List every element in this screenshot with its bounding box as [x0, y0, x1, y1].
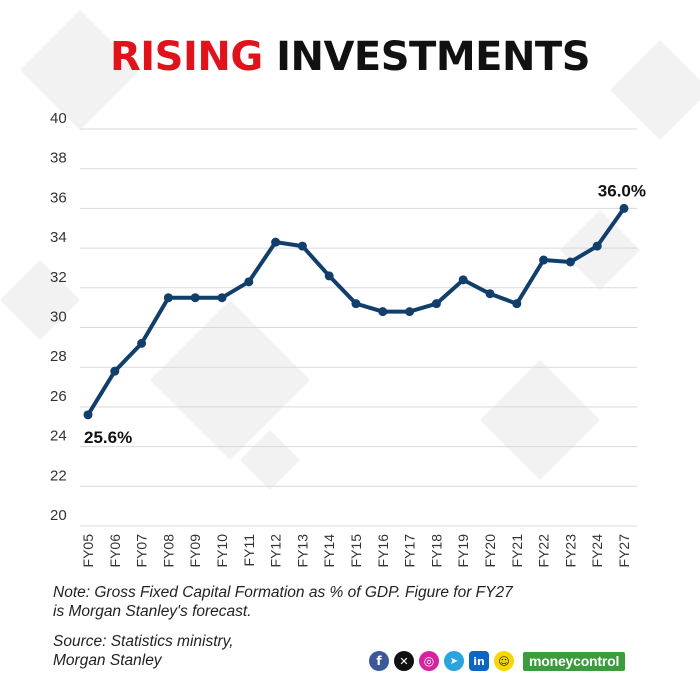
snapchat-icon[interactable]: ☺: [494, 651, 514, 671]
chart-title: RISING INVESTMENTS: [0, 34, 700, 80]
data-point: [271, 237, 281, 247]
y-tick-label: 22: [50, 467, 67, 484]
linkedin-icon[interactable]: in: [469, 651, 489, 671]
x-tick-label: FY11: [241, 534, 257, 567]
data-annotations: 25.6% 36.0%: [84, 181, 646, 446]
data-point: [378, 307, 388, 317]
telegram-icon[interactable]: ➤: [444, 651, 464, 671]
data-point: [190, 293, 200, 303]
y-tick-label: 34: [50, 229, 67, 246]
y-tick-label: 26: [50, 388, 67, 405]
x-tick-label: FY17: [402, 534, 418, 568]
data-label: 36.0%: [598, 181, 646, 200]
chart-note: Note: Gross Fixed Capital Formation as %…: [53, 583, 573, 621]
x-tick-label: FY27: [616, 534, 632, 568]
data-point: [351, 299, 361, 309]
data-point: [539, 255, 549, 265]
note-line-1: Note: Gross Fixed Capital Formation as %…: [53, 584, 513, 601]
brand-logo[interactable]: moneycontrol: [523, 651, 626, 671]
data-point: [324, 271, 334, 281]
title-accent: RISING: [109, 34, 263, 80]
x-tick-label: FY10: [214, 534, 230, 568]
data-point: [163, 293, 173, 303]
data-point: [458, 275, 468, 285]
x-axis-tick-labels: FY05 FY06 FY07 FY08 FY09 FY10 FY11 FY12 FY13 FY14…: [80, 534, 632, 568]
y-tick-label: 20: [50, 507, 67, 524]
data-point: [217, 293, 227, 303]
title-rest: INVESTMENTS: [276, 34, 591, 80]
note-line-2: is Morgan Stanley's forecast.: [53, 603, 252, 620]
x-tick-label: FY20: [482, 534, 498, 568]
x-tick-label: FY07: [134, 534, 150, 568]
x-tick-label: FY06: [107, 534, 123, 568]
x-tick-label: FY08: [160, 534, 176, 568]
x-tick-label: FY18: [428, 534, 444, 568]
x-tick-label: FY16: [375, 534, 391, 568]
data-point: [485, 289, 495, 299]
data-point: [512, 299, 522, 309]
y-axis-tick-labels: 20 22 24 26 28 30 32 34 36 38 40: [50, 110, 67, 524]
series-line: [86, 206, 626, 417]
data-point: [244, 277, 254, 287]
x-icon[interactable]: ✕: [394, 651, 414, 671]
x-tick-label: FY15: [348, 534, 364, 568]
y-tick-label: 36: [50, 189, 67, 206]
y-tick-label: 40: [50, 110, 67, 127]
data-point: [137, 338, 147, 348]
instagram-icon[interactable]: ◎: [419, 651, 439, 671]
x-tick-label: FY24: [589, 534, 605, 568]
y-tick-label: 30: [50, 309, 67, 326]
x-tick-label: FY05: [80, 534, 96, 568]
x-tick-label: FY23: [562, 534, 578, 568]
data-label: 25.6%: [84, 428, 132, 447]
x-tick-label: FY22: [536, 534, 552, 568]
data-point: [83, 410, 93, 420]
chart-source: Source: Statistics ministry, Morgan Stan…: [53, 632, 353, 670]
y-tick-label: 38: [50, 150, 67, 167]
series-group: [83, 203, 629, 420]
data-point: [431, 299, 441, 309]
data-point: [592, 241, 602, 251]
data-point: [565, 257, 575, 267]
data-point: [110, 366, 120, 376]
x-tick-label: FY13: [294, 534, 310, 568]
x-tick-label: FY14: [321, 534, 337, 568]
x-tick-label: FY19: [455, 534, 471, 568]
y-tick-label: 24: [50, 428, 67, 445]
facebook-icon[interactable]: f: [369, 651, 389, 671]
social-bar: f ✕ ◎ ➤ in ☺ moneycontrol: [369, 649, 626, 673]
source-line-1: Source: Statistics ministry,: [53, 633, 234, 650]
x-tick-label: FY09: [187, 534, 203, 568]
data-point: [297, 241, 307, 251]
source-line-2: Morgan Stanley: [53, 652, 162, 669]
x-tick-label: FY12: [268, 534, 284, 568]
x-tick-label: FY21: [509, 534, 525, 568]
y-tick-label: 32: [50, 269, 67, 286]
data-point: [619, 203, 629, 213]
grid-lines: [80, 128, 637, 527]
y-tick-label: 28: [50, 348, 67, 365]
data-point: [405, 307, 415, 317]
